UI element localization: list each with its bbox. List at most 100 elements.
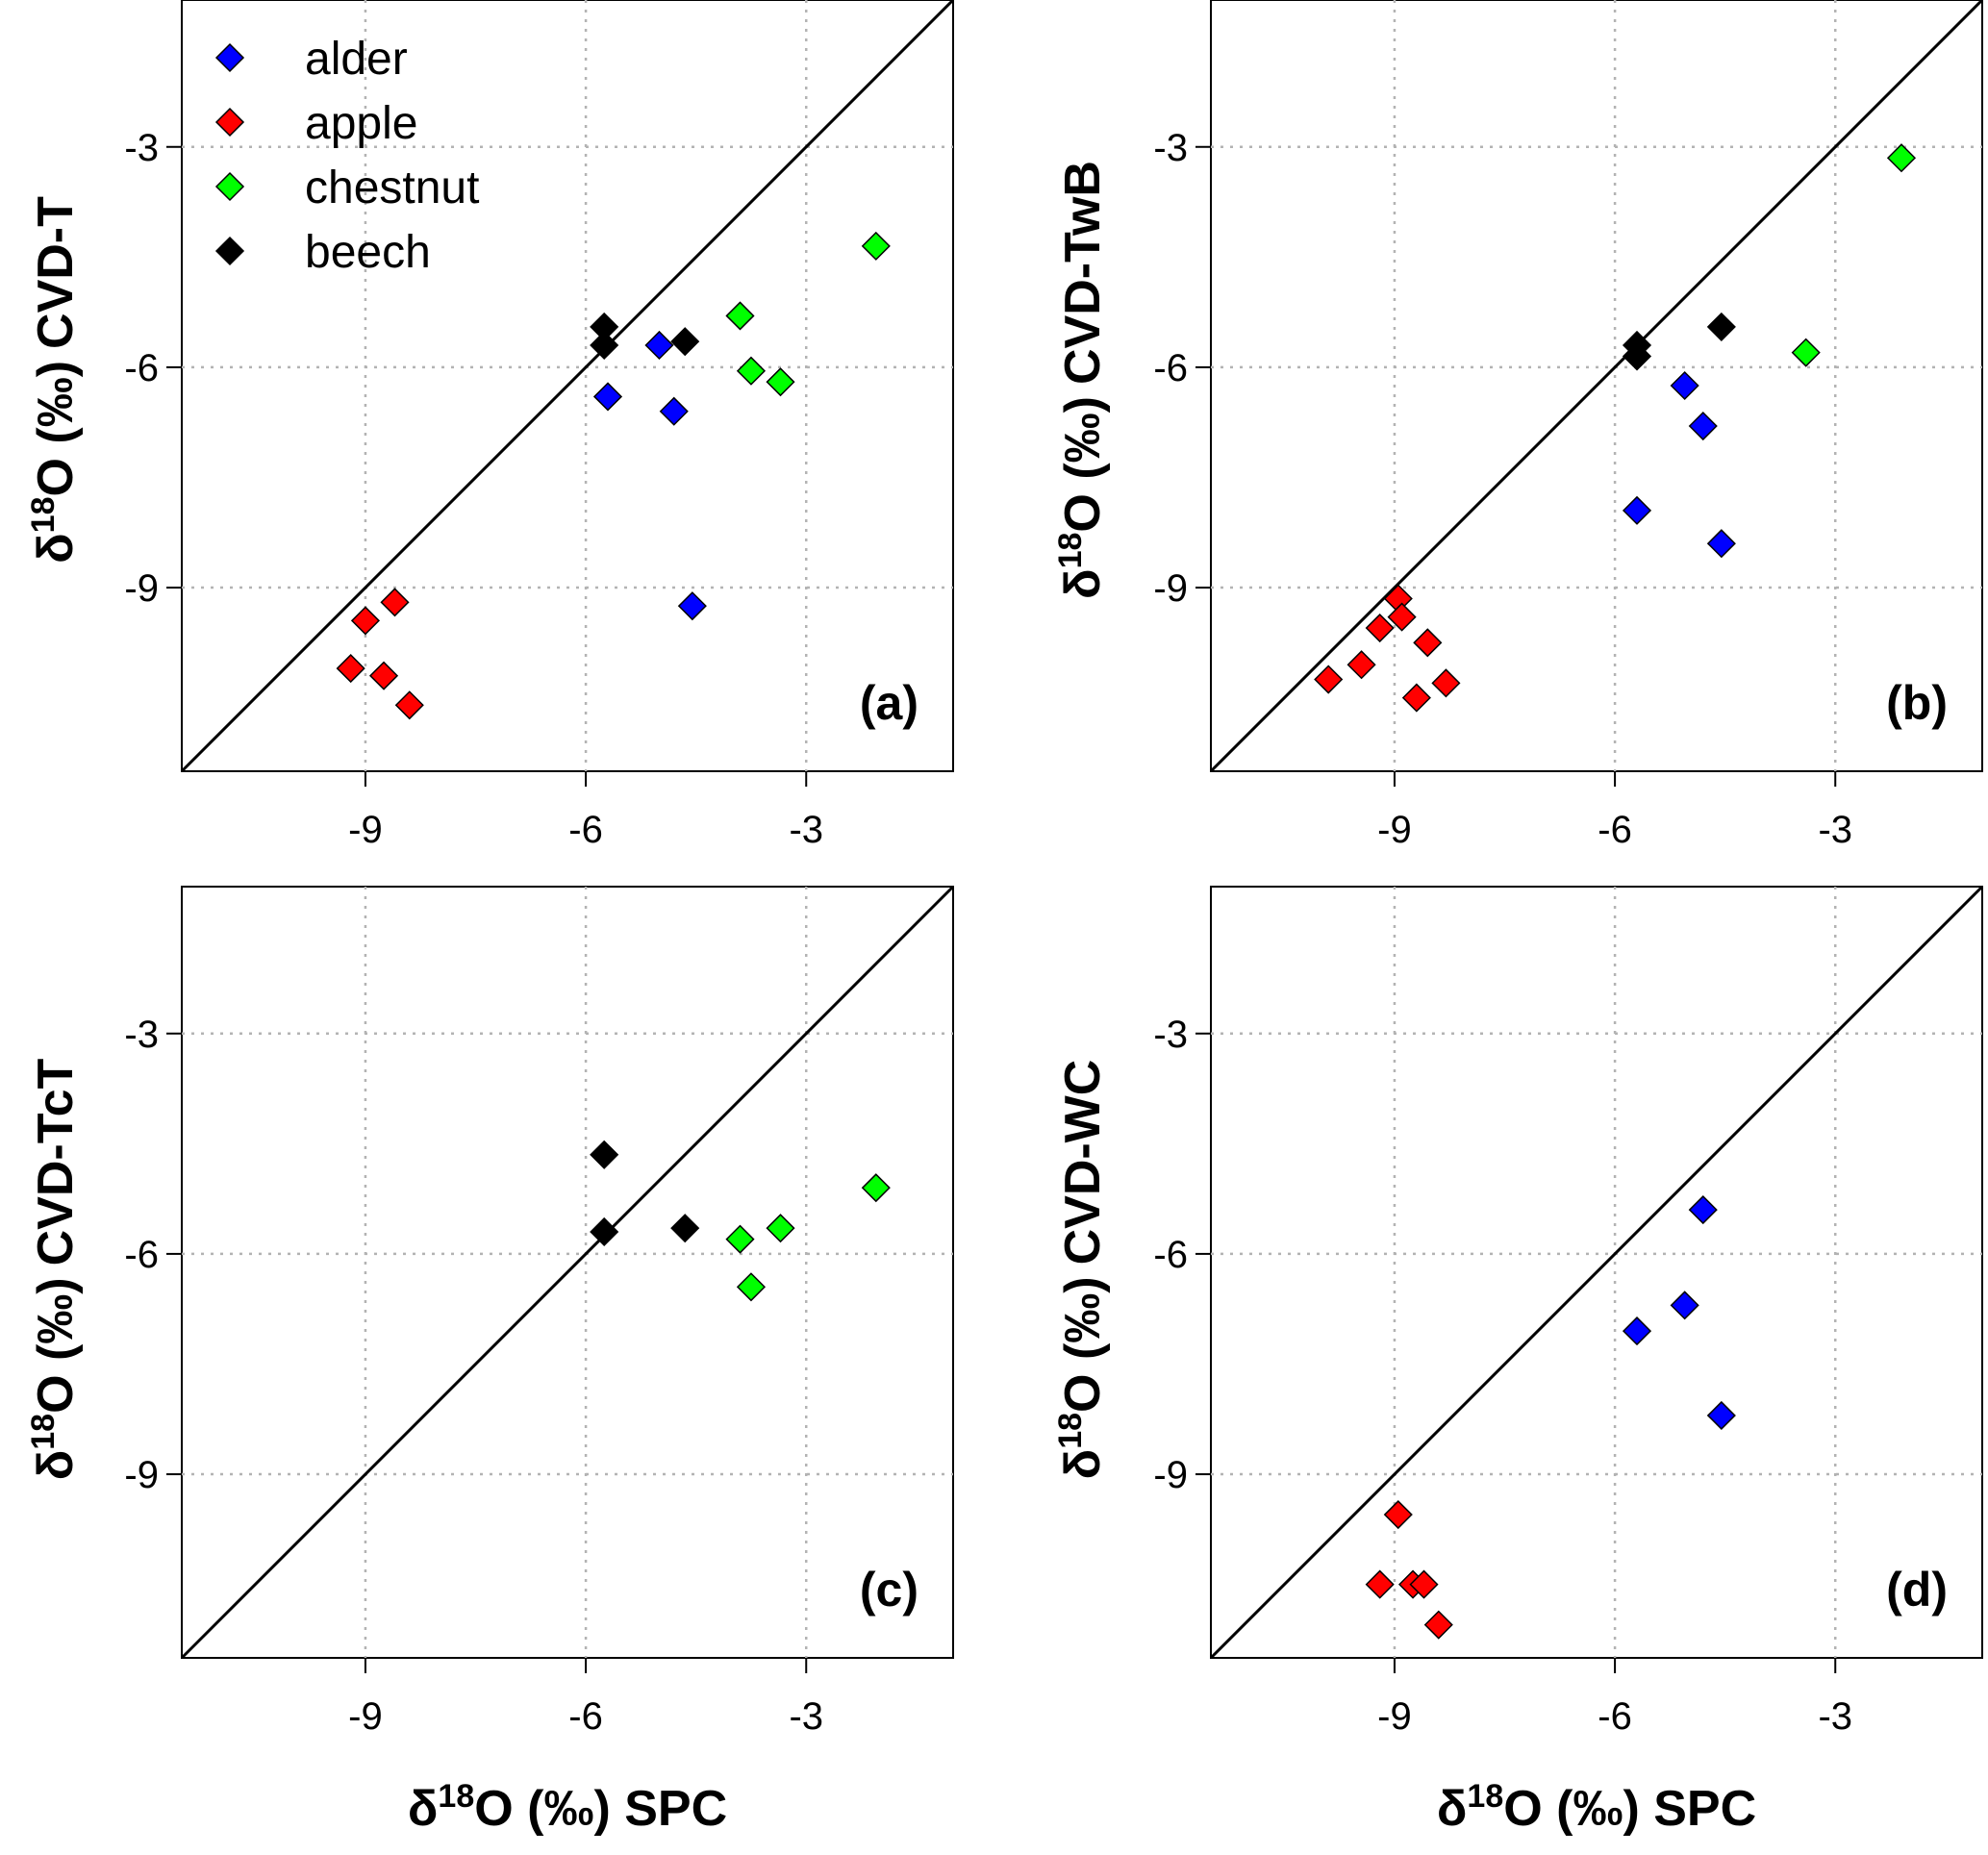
- x-tick-label: -9: [348, 1695, 383, 1738]
- y-tick-label: -9: [124, 1454, 159, 1496]
- y-tick-label: -9: [1153, 1454, 1188, 1496]
- data-point-alder: [1622, 495, 1652, 525]
- x-tick-label: -9: [1377, 809, 1412, 851]
- y-tick-label: -9: [124, 567, 159, 610]
- legend-label-chestnut: chestnut: [305, 163, 479, 213]
- data-point-apple: [1387, 602, 1417, 632]
- data-point-chestnut: [1791, 338, 1821, 367]
- data-point-apple: [1346, 650, 1376, 680]
- data-point-apple: [368, 661, 399, 690]
- data-point-apple: [1383, 1499, 1413, 1530]
- data-point-apple: [1431, 668, 1461, 698]
- data-point-beech: [1622, 341, 1652, 371]
- panel-d: -9 -6 -3 -9 -6 -3 (d): [1153, 885, 1984, 1738]
- data-point-apple: [336, 654, 365, 684]
- data-point-apple: [1409, 1569, 1439, 1599]
- x-tick-label: -9: [1377, 1695, 1412, 1738]
- data-point-beech: [1706, 312, 1736, 341]
- data-point-alder: [1622, 1316, 1652, 1346]
- data-point-chestnut: [1886, 143, 1917, 173]
- legend-label-apple: apple: [305, 98, 417, 149]
- y-tick-label: -6: [124, 347, 159, 389]
- data-point-chestnut: [861, 1173, 891, 1203]
- data-point-apple: [1401, 683, 1431, 713]
- x-axis-title-c: δ18O (‰) SPC: [408, 1778, 727, 1837]
- data-point-alder: [1706, 1400, 1736, 1431]
- legend-marker-chestnut: [214, 171, 245, 202]
- data-point-alder: [1670, 1291, 1699, 1320]
- x-tick-label: -9: [348, 809, 383, 851]
- data-point-chestnut: [736, 1272, 767, 1302]
- y-tick-label: -6: [1153, 1234, 1188, 1276]
- plot-frame: [181, 886, 954, 1659]
- data-point-beech: [590, 330, 619, 361]
- data-point-chestnut: [736, 356, 767, 386]
- panel-label: (c): [860, 1563, 919, 1617]
- y-tick-label: -9: [1153, 567, 1188, 610]
- one-to-one-line: [180, 0, 955, 773]
- legend: alder apple chestnut beech: [214, 34, 479, 278]
- one-to-one-line: [1209, 885, 1984, 1660]
- x-tick-label: -6: [568, 809, 603, 851]
- x-axis-title-d: δ18O (‰) SPC: [1437, 1778, 1756, 1837]
- data-point-beech: [670, 327, 700, 357]
- data-point-beech: [590, 1140, 619, 1169]
- data-point-beech: [590, 1216, 619, 1247]
- x-tick-label: -3: [789, 1695, 823, 1738]
- data-point-apple: [1413, 628, 1443, 658]
- x-tick-label: -6: [1598, 809, 1632, 851]
- data-point-apple: [380, 588, 410, 617]
- data-point-chestnut: [766, 1214, 795, 1243]
- x-tick-label: -3: [1818, 1695, 1852, 1738]
- data-point-chestnut: [766, 367, 795, 397]
- legend-marker-beech: [214, 236, 245, 266]
- one-to-one-line: [180, 885, 955, 1660]
- data-point-alder: [1688, 411, 1718, 441]
- y-axis-title-c: δ18O (‰)CVD-TcT: [25, 1058, 84, 1480]
- data-point-apple: [350, 606, 381, 636]
- data-point-alder: [659, 396, 689, 426]
- legend-marker-alder: [214, 42, 245, 73]
- plot-frame: [1210, 886, 1983, 1659]
- legend-marker-apple: [214, 107, 245, 138]
- y-tick-label: -6: [1153, 347, 1188, 389]
- panel-a: -9 -6 -3 -9 -6 -3 (a) alder apple chestnut be…: [124, 0, 955, 851]
- data-point-beech: [670, 1214, 700, 1243]
- y-tick-label: -3: [124, 1014, 159, 1056]
- legend-label-beech: beech: [305, 227, 431, 278]
- data-point-apple: [1365, 1569, 1395, 1599]
- panel-label: (d): [1886, 1563, 1948, 1617]
- y-tick-label: -6: [124, 1234, 159, 1276]
- data-point-apple: [394, 690, 424, 720]
- plot-frame: [1210, 0, 1983, 772]
- data-point-apple: [1365, 613, 1395, 643]
- data-point-chestnut: [725, 301, 755, 331]
- y-axis-title-d: δ18O (‰)CVD-WC: [1052, 1060, 1111, 1480]
- data-point-alder: [592, 382, 623, 412]
- legend-item-alder: alder: [214, 34, 408, 85]
- x-tick-label: -3: [1818, 809, 1852, 851]
- y-axis-title-a: δ18O (‰)CVD-T: [25, 196, 84, 564]
- data-point-apple: [1423, 1610, 1453, 1640]
- data-point-apple: [1383, 584, 1413, 614]
- x-tick-label: -6: [1598, 1695, 1632, 1738]
- x-tick-label: -3: [789, 809, 823, 851]
- panel-c: -9 -6 -3 -9 -6 -3 (c): [124, 885, 955, 1738]
- data-point-chestnut: [861, 231, 891, 261]
- data-point-alder: [1670, 370, 1699, 401]
- panel-label: (b): [1886, 676, 1948, 730]
- one-to-one-line: [1209, 0, 1984, 773]
- data-point-alder: [1706, 529, 1736, 559]
- legend-label-alder: alder: [305, 34, 408, 85]
- panel-label: (a): [860, 676, 919, 730]
- legend-item-beech: beech: [214, 227, 431, 278]
- plot-frame: [181, 0, 954, 772]
- data-point-alder: [677, 591, 707, 621]
- data-point-apple: [1314, 664, 1344, 694]
- y-tick-label: -3: [1153, 1014, 1188, 1056]
- legend-item-apple: apple: [214, 98, 417, 149]
- panel-b: -9 -6 -3 -9 -6 -3 (b): [1153, 0, 1984, 851]
- data-point-chestnut: [725, 1224, 755, 1254]
- legend-item-chestnut: chestnut: [214, 163, 479, 213]
- data-point-alder: [644, 330, 674, 361]
